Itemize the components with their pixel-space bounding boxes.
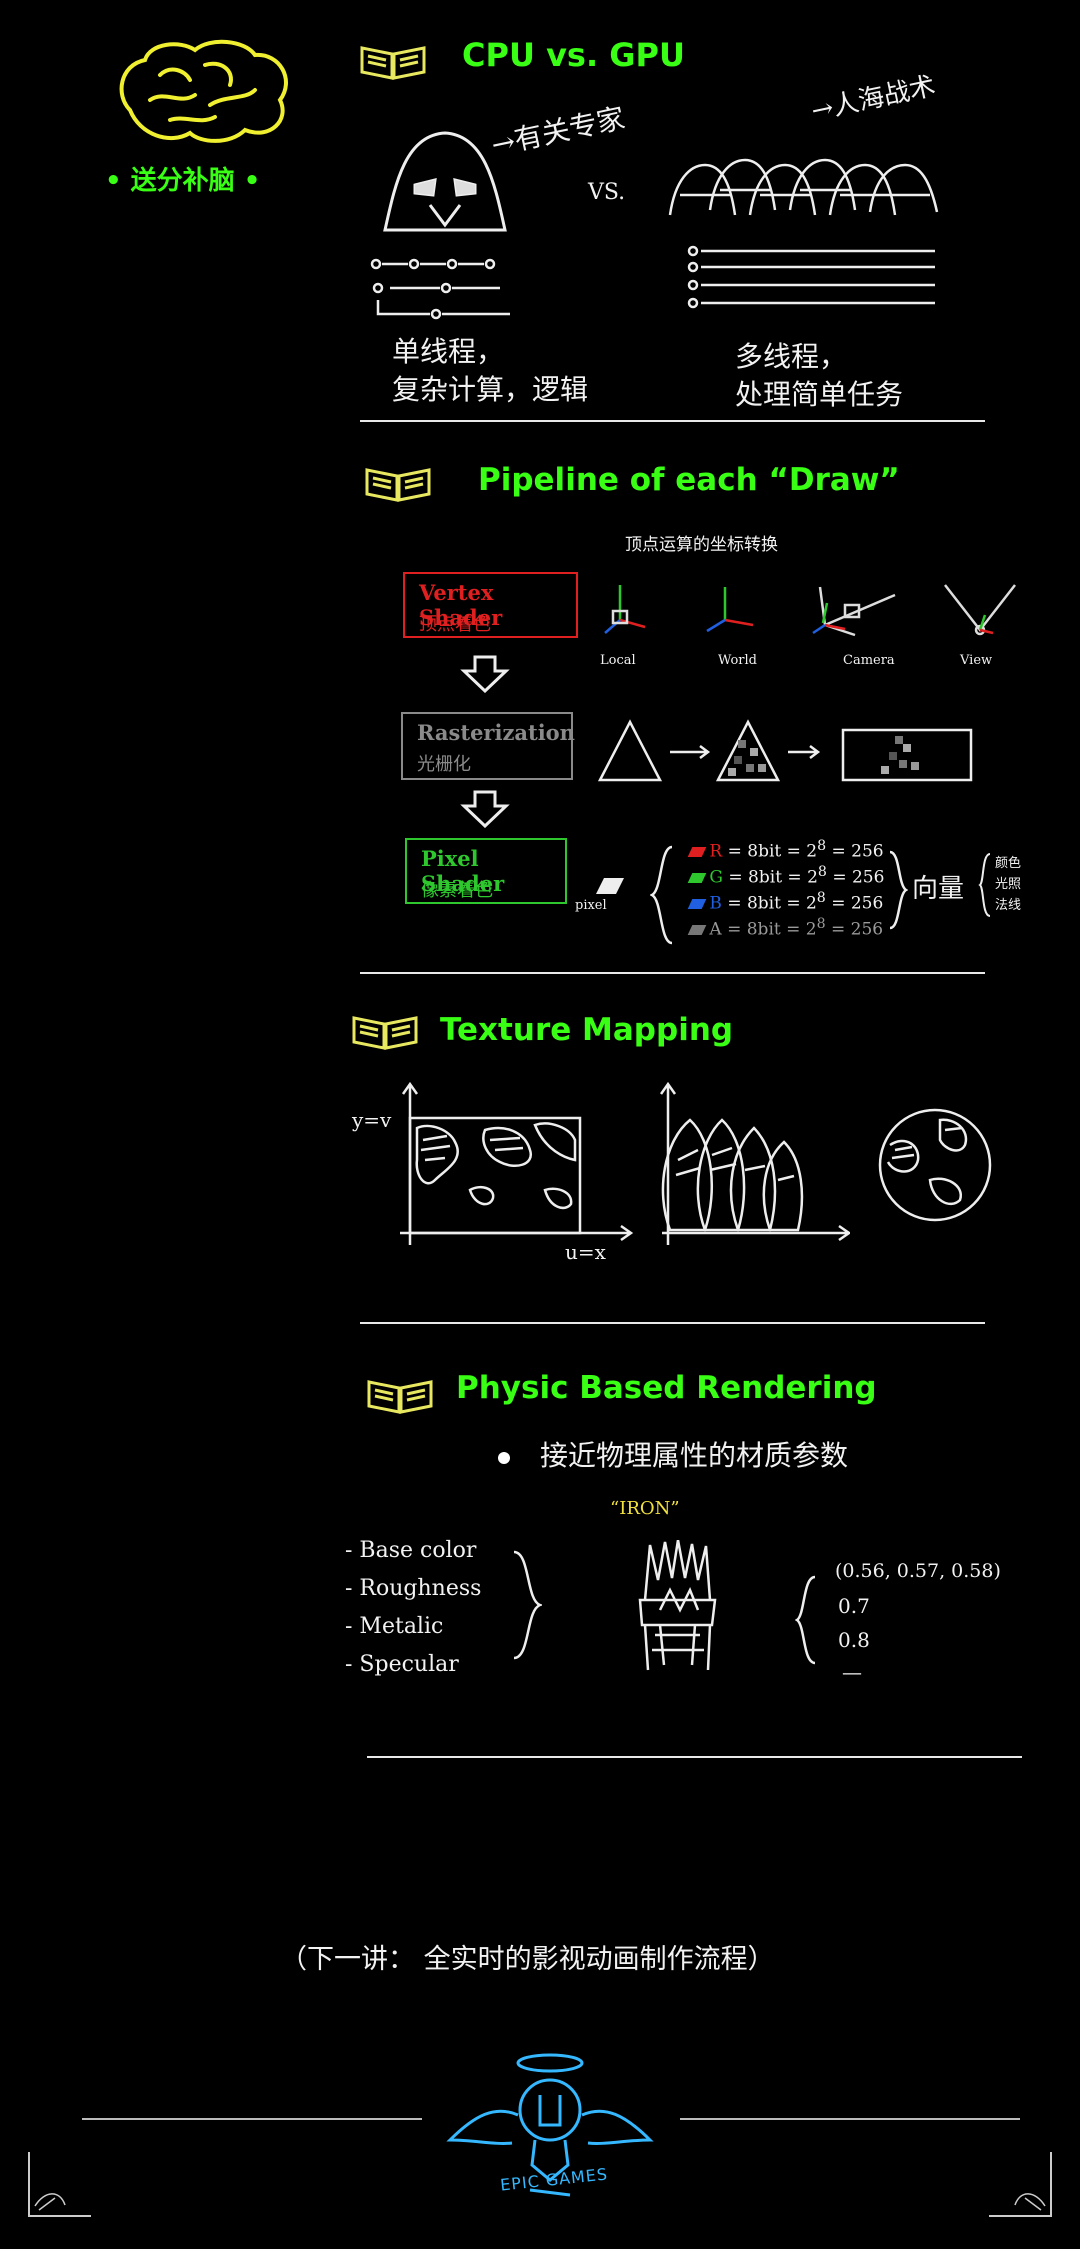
pbr-value: — — [842, 1660, 862, 1684]
vertex-transform-note: 顶点运算的坐标转换 — [625, 535, 778, 555]
cpu-expert-label: →有关专家 — [488, 101, 628, 162]
section-divider — [367, 1756, 1022, 1758]
color-swatch — [687, 846, 707, 857]
uv-map-illustration — [400, 1081, 634, 1245]
vertex-shader-label-zh: 顶点着色 — [419, 614, 491, 635]
section-title-pipeline: Pipeline of each “Draw” — [478, 462, 900, 498]
vertex-shader-box: Vertex Shader 顶点着色 — [403, 572, 578, 638]
uv-x-label: u=x — [565, 1240, 606, 1264]
values-bracket — [795, 1575, 816, 1665]
pbr-value: 0.8 — [838, 1628, 870, 1652]
gpu-caption-line2: 处理简单任务 — [735, 378, 904, 411]
textured-sphere-illustration — [878, 1108, 992, 1222]
darth-vader-illustration — [383, 131, 507, 232]
book-icon — [365, 468, 431, 502]
gpu-crowd-label: →人海战术 — [808, 71, 939, 127]
rasterization-box: Rasterization 光栅化 — [401, 712, 575, 780]
gpu-caption-line1: 多线程， — [735, 340, 848, 373]
section-divider — [360, 972, 985, 974]
brain-icon — [119, 39, 288, 143]
pbr-bullet-text: 接近物理属性的材质参数 — [540, 1439, 849, 1472]
vector-label: 向量 — [912, 874, 965, 904]
channel-row: G = 8bit = 28 = 256 — [687, 864, 884, 888]
iron-throne-illustration — [638, 1540, 717, 1671]
vector-item: 法线 — [995, 898, 1022, 913]
material-name: “IRON” — [610, 1498, 680, 1519]
stormtroopers-illustration — [668, 158, 939, 216]
pbr-param: - Specular — [345, 1652, 459, 1677]
section-title-pbr: Physic Based Rendering — [456, 1370, 877, 1406]
book-icon — [352, 1016, 418, 1050]
pbr-value: (0.56, 0.57, 0.58) — [835, 1560, 1001, 1582]
cpu-caption-line2: 复杂计算，逻辑 — [392, 373, 589, 406]
pbr-param: - Roughness — [345, 1576, 482, 1601]
pixel-shader-label: Pixel Shader — [421, 846, 505, 896]
corner-ornament-right — [989, 2152, 1052, 2217]
space-label-camera: Camera — [843, 653, 895, 668]
vs-label: VS. — [588, 180, 626, 205]
single-thread-diagram — [370, 258, 510, 320]
space-label-view: View — [960, 653, 993, 668]
space-label-world: World — [718, 653, 757, 668]
bullet-dot — [498, 1452, 510, 1464]
header-badge: • 送分补脑 • — [105, 166, 261, 196]
vector-bracket — [978, 853, 991, 917]
book-icon — [367, 1380, 433, 1414]
channel-bracket-right — [889, 850, 908, 930]
unreal-angel-logo-icon — [446, 2053, 654, 2197]
pixel-quad-icon — [596, 878, 624, 894]
cpu-caption-line1: 单线程， — [392, 335, 505, 368]
section-divider — [360, 1322, 985, 1324]
footer-line-right — [680, 2118, 1020, 2120]
space-label-local: Local — [600, 653, 636, 668]
color-swatch — [687, 872, 707, 883]
corner-ornament-left — [28, 2152, 91, 2217]
channel-row: A = 8bit = 28 = 256 — [687, 916, 883, 940]
pixel-shader-box: Pixel Shader 像素着色 — [405, 838, 567, 904]
sphere-unwrap-illustration — [660, 1081, 850, 1245]
rasterization-label-zh: 光栅化 — [417, 754, 471, 775]
section-divider — [360, 420, 985, 422]
down-arrow-icon — [460, 655, 510, 693]
rasterization-illustration — [597, 719, 973, 782]
channel-row: B = 8bit = 28 = 256 — [687, 890, 883, 914]
pbr-param: - Metalic — [345, 1614, 444, 1639]
pixel-shader-label-zh: 像素着色 — [421, 880, 493, 901]
vertex-shader-label: Vertex Shader — [419, 580, 503, 630]
color-swatch — [687, 924, 707, 935]
params-bracket — [513, 1550, 542, 1660]
footer-line-left — [82, 2118, 422, 2120]
pbr-value: 0.7 — [838, 1594, 870, 1618]
section-title-cpu-gpu: CPU vs. GPU — [462, 36, 685, 74]
rasterization-label: Rasterization — [417, 720, 575, 745]
next-lecture-text: （下一讲： 全实时的影视动画制作流程） — [280, 1944, 775, 1975]
pbr-param: - Base color — [345, 1538, 477, 1563]
coordinate-spaces-illustration — [604, 584, 1016, 637]
pixel-label: pixel — [575, 898, 607, 913]
section-title-texture-mapping: Texture Mapping — [440, 1012, 734, 1048]
channel-row: R = 8bit = 28 = 256 — [687, 838, 884, 862]
multi-thread-diagram — [687, 245, 935, 309]
channel-bracket-left — [650, 845, 673, 945]
uv-y-label: y=v — [352, 1108, 392, 1132]
vector-item: 光照 — [995, 877, 1022, 892]
down-arrow-icon — [460, 790, 510, 828]
book-icon — [360, 46, 426, 80]
vector-item: 颜色 — [995, 856, 1022, 871]
color-swatch — [687, 898, 707, 909]
